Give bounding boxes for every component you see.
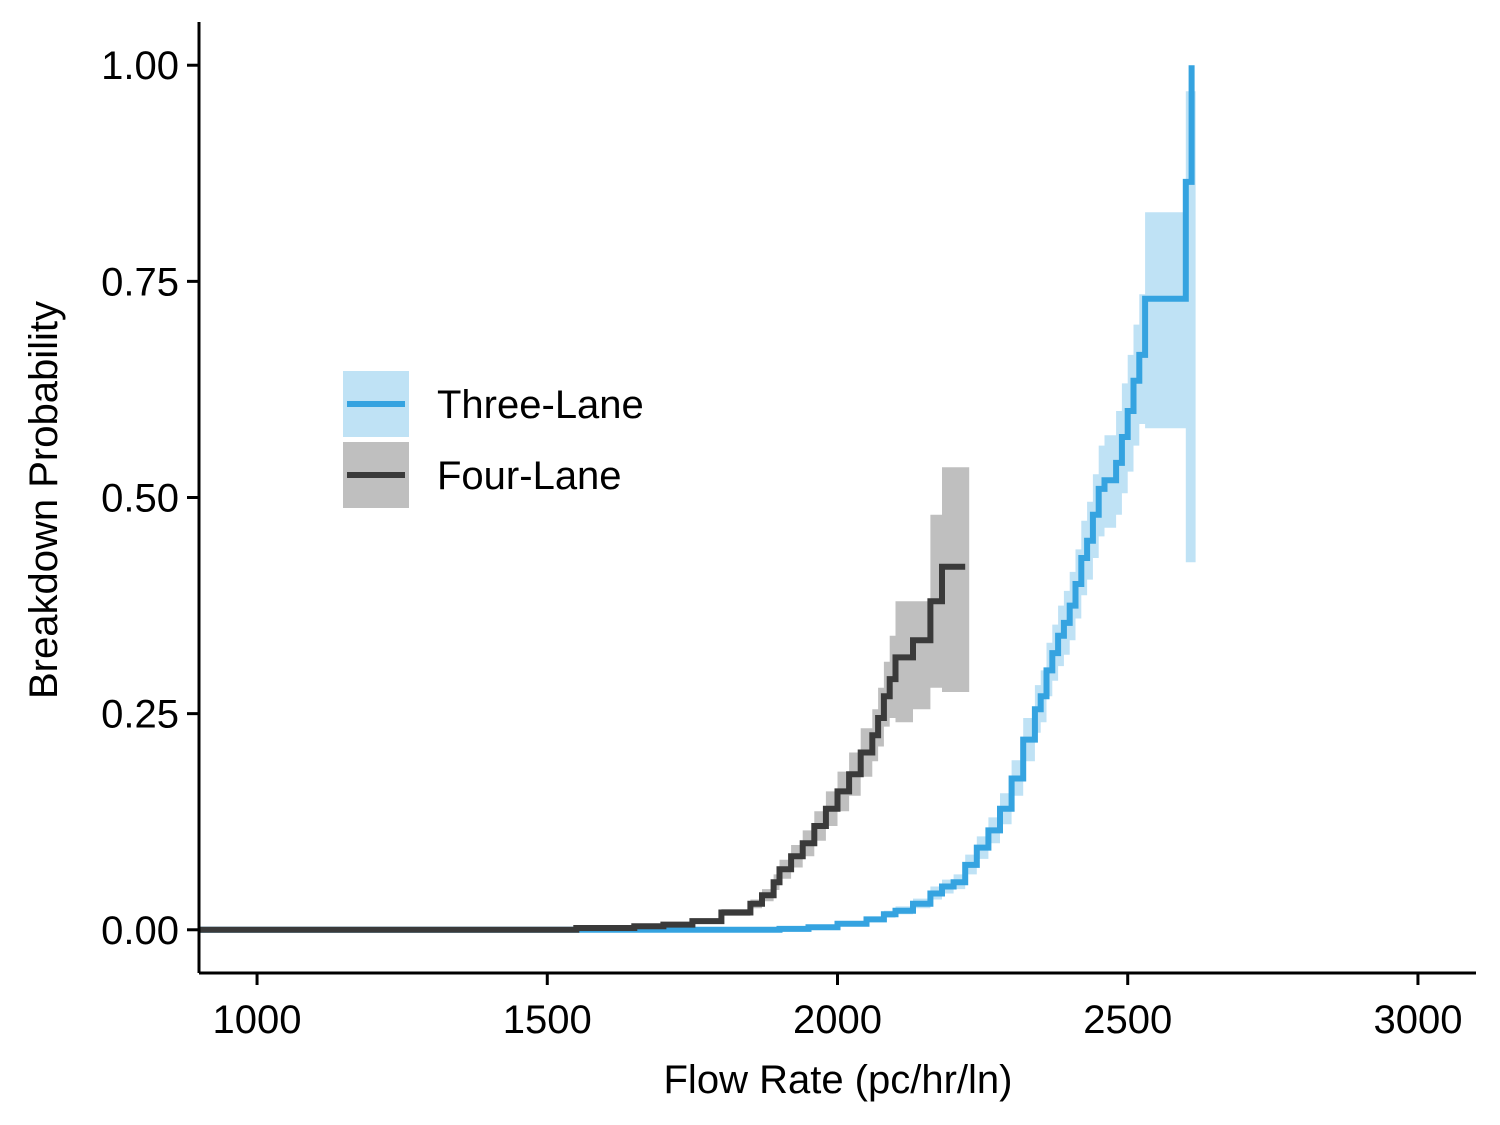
legend-item-three-lane: Three-Lane <box>343 371 644 437</box>
y-tick-label: 0.75 <box>101 260 179 304</box>
axes: 1000 1500 2000 2500 3000 0.00 0.25 0.50 0.75 1.00 <box>101 22 1476 1042</box>
x-tick-label: 2500 <box>1083 998 1172 1042</box>
x-tick-label: 1000 <box>213 998 302 1042</box>
series-lines <box>199 65 1195 933</box>
band-three-lane <box>199 91 1196 930</box>
line-three-lane <box>199 65 1195 933</box>
legend-label: Four-Lane <box>437 454 622 498</box>
y-tick-label: 0.50 <box>101 477 179 521</box>
legend: Three-Lane Four-Lane <box>343 371 644 508</box>
x-tick-label: 2000 <box>793 998 882 1042</box>
band-four-lane <box>199 467 970 930</box>
legend-label: Three-Lane <box>437 383 644 427</box>
y-tick-label: 0.00 <box>101 909 179 953</box>
x-tick-label: 3000 <box>1373 998 1462 1042</box>
y-tick-label: 0.25 <box>101 693 179 737</box>
confidence-bands <box>199 91 1196 930</box>
x-tick-label: 1500 <box>503 998 592 1042</box>
y-axis-title: Breakdown Probability <box>22 301 66 699</box>
line-four-lane <box>199 563 966 933</box>
y-tick-label: 1.00 <box>101 44 179 88</box>
legend-item-four-lane: Four-Lane <box>343 442 622 508</box>
x-axis-title: Flow Rate (pc/hr/ln) <box>664 1058 1013 1102</box>
